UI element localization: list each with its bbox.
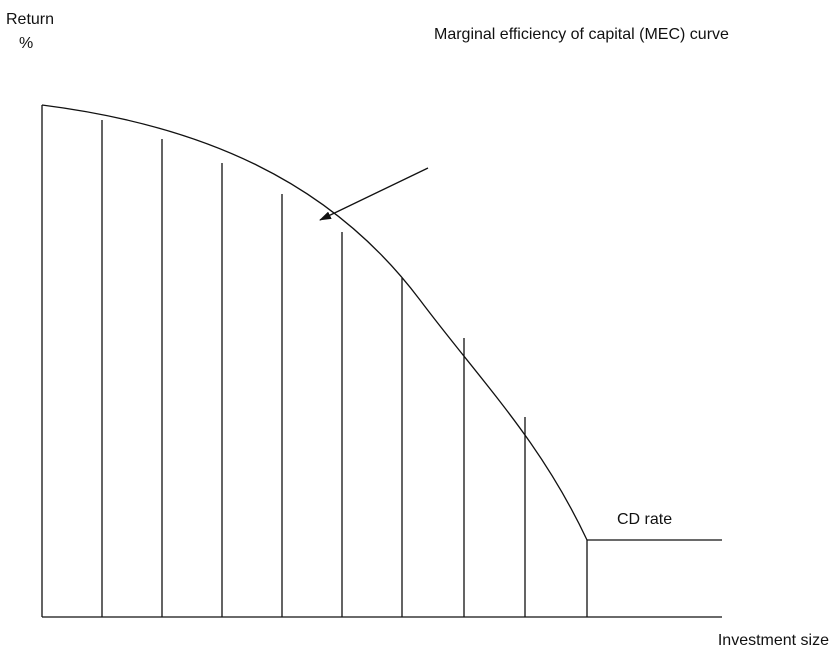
x-axis-label: Investment size: [718, 632, 829, 649]
curve-annotation: Marginal efficiency of capital (MEC) cur…: [434, 26, 729, 43]
cd-rate-label: CD rate: [617, 511, 672, 528]
y-axis-unit: %: [19, 35, 33, 52]
mec-curve: [41, 104, 588, 541]
y-axis-label: Return: [6, 11, 54, 28]
investment-dividers: [101, 120, 588, 617]
annotation-arrow: [319, 167, 429, 221]
